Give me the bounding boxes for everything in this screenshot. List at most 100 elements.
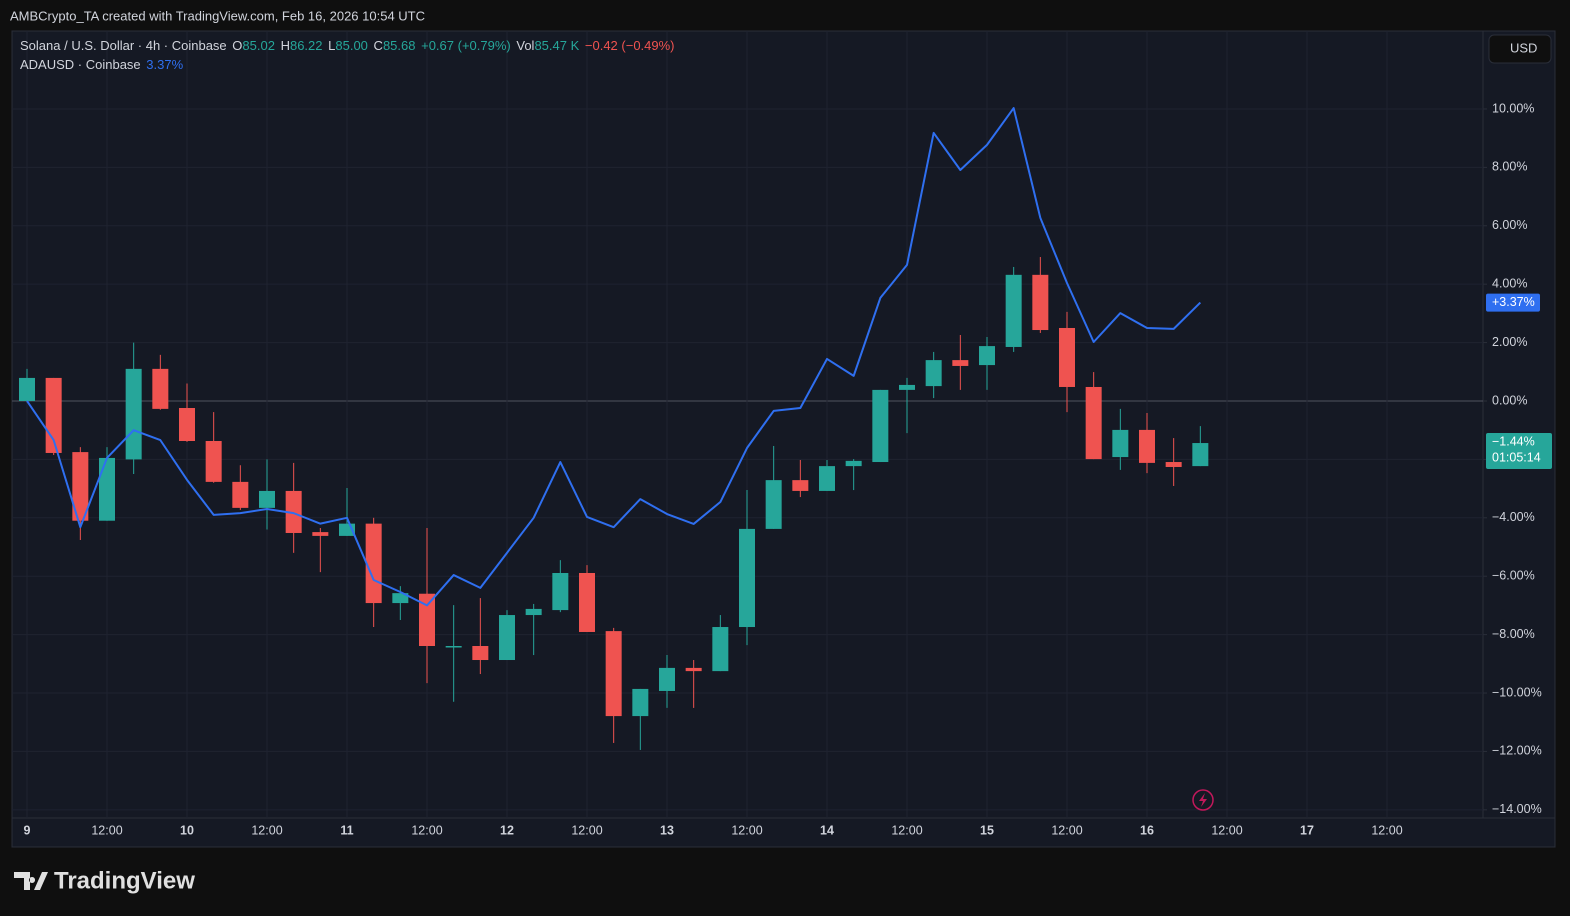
currency-button-label[interactable]: USD [1510,40,1537,55]
candle-body [872,389,889,463]
candle-body [1032,274,1049,331]
alert-icon[interactable] [1192,789,1214,811]
y-tick-label: −4.00% [1492,510,1535,524]
candle-body [605,631,622,717]
volume-change: −0.42 (−0.49%) [585,38,675,53]
candle-body [1059,327,1075,387]
candle-body [392,593,409,604]
low-label: L [328,38,335,53]
x-tick-label: 11 [340,823,353,837]
close-value: 85.68 [383,38,416,53]
candle-body [792,480,809,491]
y-tick-label: 4.00% [1492,276,1527,290]
candle-body [1139,429,1155,463]
last-value-badge [1486,293,1540,312]
candle-body [445,645,462,648]
candle-body [1005,274,1022,347]
x-tick-label: 13 [660,823,674,837]
chart-pane [11,30,1556,848]
open-label: O [232,38,242,53]
last-value-label: +3.37% [1492,295,1535,309]
x-tick-label: 15 [980,823,994,837]
brand-logo [14,872,48,890]
candle-body [979,346,995,366]
candle-body [845,460,862,467]
y-tick-label: 2.00% [1492,335,1527,349]
x-tick-label: 12:00 [891,823,922,837]
candle-body [152,368,169,409]
x-tick-label: 12:00 [1371,823,1402,837]
candle-body [259,490,275,508]
candle-body [1192,443,1209,467]
candle-body [472,645,489,661]
candle-body [125,368,142,460]
candle-body [925,360,942,387]
candle-body [285,490,302,533]
change: +0.67 (+0.79%) [421,38,511,53]
candle-body [1165,462,1182,467]
volume-value: 85.47 K [534,38,579,53]
x-tick-label: 12:00 [731,823,762,837]
attribution: AMBCrypto_TA created with TradingView.co… [10,8,425,23]
y-tick-label: −8.00% [1492,627,1535,641]
open-value: 85.02 [242,38,275,53]
candle-body [525,608,542,616]
candle-body [312,532,329,536]
high-label: H [281,38,290,53]
candle-body [899,384,915,390]
candle-body [685,667,702,672]
y-tick-label: 0.00% [1492,393,1527,407]
x-tick-label: 12:00 [1051,823,1082,837]
symbol: Solana / U.S. Dollar · 4h · Coinbase [20,38,227,53]
volume-label: Vol [516,38,534,53]
countdown: 01:05:14 [1492,450,1541,464]
candle-body [632,688,649,717]
y-tick-label: −10.00% [1492,685,1542,699]
last-price-badge [1486,433,1552,470]
candle-body [499,615,515,661]
currency-button[interactable] [1488,34,1552,64]
candle-body [365,523,382,604]
legend-compare: ADAUSD · Coinbase 3.37% [20,57,184,72]
candle-body [205,440,222,482]
x-tick-label: 14 [820,823,834,837]
candle-body [659,667,675,691]
y-tick-label: 10.00% [1492,101,1534,115]
candle-body [232,481,249,508]
candle-body [19,377,35,401]
candle-body [1112,429,1129,458]
y-tick-label: −6.00% [1492,569,1535,583]
x-tick-label: 12:00 [571,823,602,837]
legend-main: Solana / U.S. Dollar · 4h · Coinbase O85… [20,38,675,53]
candle-body [739,528,755,628]
close-label: C [374,38,383,53]
x-tick-label: 12:00 [1211,823,1242,837]
compare-value: 3.37% [146,57,183,72]
x-tick-label: 12:00 [411,823,442,837]
candle-body [72,452,89,521]
x-tick-label: 12:00 [91,823,122,837]
candle-body [179,408,195,441]
candle-body [99,457,115,521]
x-tick-label: 12 [500,823,514,837]
x-tick-label: 10 [180,823,194,837]
candle-body [952,360,969,366]
y-tick-label: −14.00% [1492,802,1542,816]
candle-body [819,466,835,491]
y-tick-label: −12.00% [1492,744,1542,758]
candle-body [712,627,729,672]
line-series [26,107,1202,607]
brand-name: TradingView [54,867,195,894]
candle-body [419,593,435,646]
x-tick-label: 17 [1300,823,1314,837]
x-tick-label: 16 [1140,823,1154,837]
alert-icon-bolt [1199,793,1207,807]
high-value: 86.22 [290,38,323,53]
axes: 10.00%8.00%6.00%4.00%2.00%0.00%−2.00%−4.… [24,101,1552,837]
y-tick-label: 8.00% [1492,160,1527,174]
last-price-label: −1.44% [1492,434,1535,448]
low-value: 85.00 [335,38,368,53]
candle-body [579,572,595,632]
